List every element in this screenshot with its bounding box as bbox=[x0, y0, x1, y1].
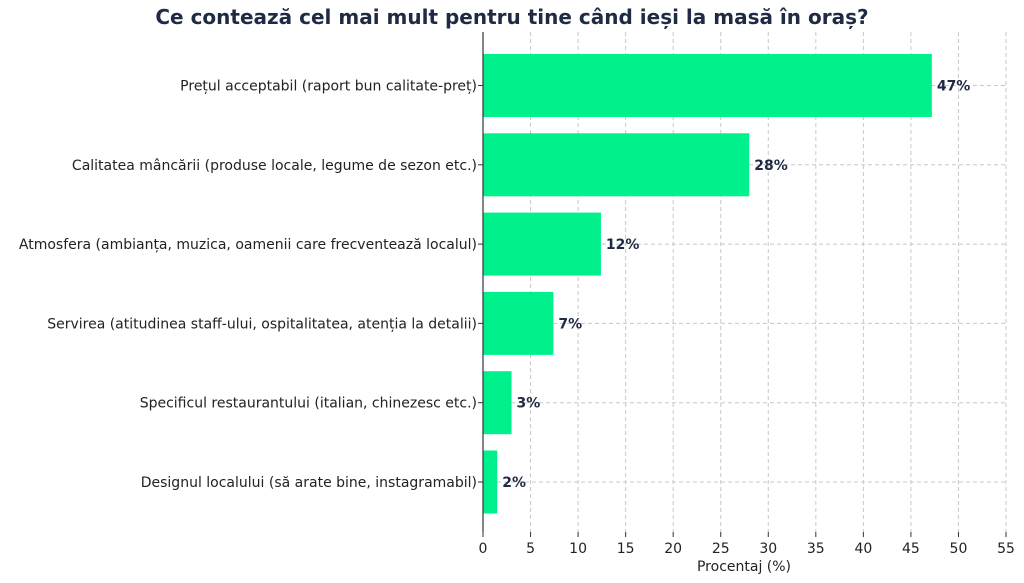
x-tick-label: 55 bbox=[997, 541, 1015, 557]
x-tick-label: 25 bbox=[712, 541, 730, 557]
bar bbox=[483, 291, 554, 355]
x-tick-label: 45 bbox=[902, 541, 920, 557]
bar bbox=[483, 450, 498, 514]
x-tick-label: 0 bbox=[479, 541, 488, 557]
x-tick-label: 5 bbox=[526, 541, 535, 557]
data-label: 12% bbox=[606, 237, 640, 253]
bars bbox=[483, 54, 932, 514]
category-label: Designul localului (să arate bine, insta… bbox=[141, 475, 477, 491]
chart-title: Ce contează cel mai mult pentru tine cân… bbox=[155, 5, 868, 29]
x-axis-ticks: 0 5 10 15 20 25 30 35 40 45 50 55 bbox=[479, 532, 1015, 557]
data-label: 7% bbox=[558, 316, 582, 332]
data-label: 3% bbox=[517, 396, 541, 412]
data-labels: 47% 28% 12% 7% 3% 2% bbox=[502, 79, 970, 492]
category-label: Atmosfera (ambianța, muzica, oamenii car… bbox=[19, 237, 477, 253]
x-tick-label: 15 bbox=[617, 541, 635, 557]
category-labels: Prețul acceptabil (raport bun calitate-p… bbox=[19, 79, 483, 491]
x-tick-label: 35 bbox=[807, 541, 825, 557]
bar bbox=[483, 54, 932, 117]
data-label: 2% bbox=[502, 475, 526, 491]
x-tick-label: 10 bbox=[569, 541, 587, 557]
x-tick-label: 20 bbox=[664, 541, 682, 557]
category-label: Specificul restaurantului (italian, chin… bbox=[140, 396, 477, 412]
bar bbox=[483, 212, 601, 276]
x-tick-label: 40 bbox=[854, 541, 872, 557]
category-label: Prețul acceptabil (raport bun calitate-p… bbox=[180, 79, 477, 95]
data-label: 28% bbox=[754, 158, 788, 174]
bar bbox=[483, 133, 750, 197]
category-label: Calitatea mâncării (produse locale, legu… bbox=[72, 158, 477, 174]
bar bbox=[483, 371, 512, 435]
x-axis-title: Procentaj (%) bbox=[697, 559, 791, 575]
data-label: 47% bbox=[937, 79, 971, 95]
x-tick-label: 50 bbox=[950, 541, 968, 557]
category-label: Servirea (atitudinea staff-ului, ospital… bbox=[47, 316, 477, 332]
x-tick-label: 30 bbox=[759, 541, 777, 557]
